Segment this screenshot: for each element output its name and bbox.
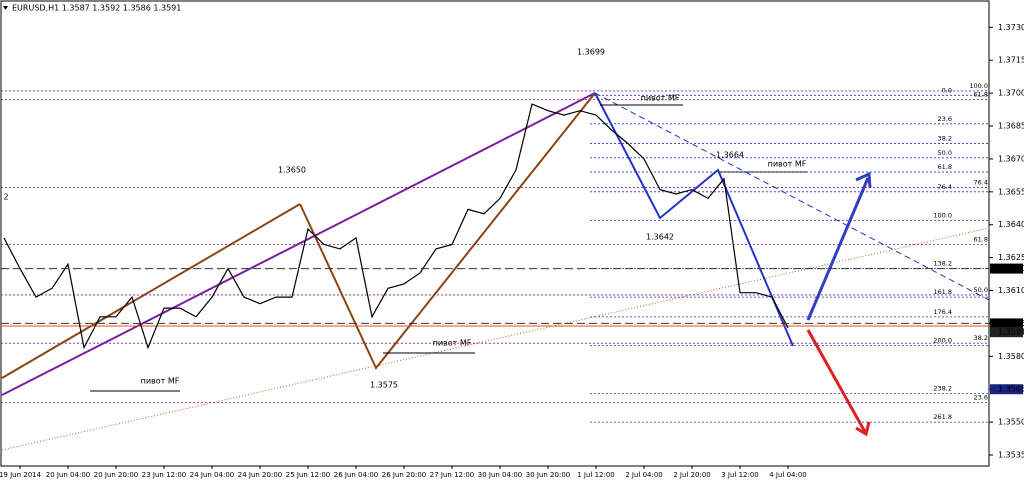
x-tick-label: 3 Jul 12:00 <box>721 471 759 479</box>
annotation: 1.3575 <box>370 381 398 390</box>
x-tick-label: 2 Jul 20:00 <box>673 471 711 479</box>
drawings <box>1 92 990 451</box>
price-line <box>3 103 789 350</box>
x-tick-label: 30 Jun 04:00 <box>478 471 522 479</box>
fib-label: 50.0 <box>938 149 952 157</box>
fib-label: 50.0 <box>974 286 988 294</box>
x-tick-label: 20 Jun 04:00 <box>46 471 90 479</box>
arrow <box>806 329 867 433</box>
trend-line <box>594 92 990 301</box>
y-tick-label: 1.3550 <box>998 418 1024 427</box>
y-tick-label: 1.3700 <box>998 89 1024 98</box>
channel-line <box>1 92 596 396</box>
y-tick-label: 1.3730 <box>998 23 1024 32</box>
fib-label: 76.4 <box>974 178 988 186</box>
price-tag-label: 1.3620 <box>998 264 1024 273</box>
annotation: 1.3650 <box>278 166 306 175</box>
fib-label: 23.6 <box>974 393 988 401</box>
fib-label: 161.8 <box>933 288 952 296</box>
x-tick-label: 24 Jun 20:00 <box>238 471 282 479</box>
price-tag <box>990 384 1023 395</box>
fib-label: 61.8 <box>974 235 988 243</box>
annotation: 1.3699 <box>577 48 605 57</box>
x-tick-label: 4 Jul 04:00 <box>769 471 807 479</box>
y-tick-label: 1.3580 <box>998 352 1024 361</box>
x-tick-label: 25 Jun 12:00 <box>286 471 330 479</box>
x-tick-label: 23 Jun 12:00 <box>142 471 186 479</box>
fib-label: 76.4 <box>938 183 952 191</box>
y-tick-label: 1.3535 <box>998 451 1024 460</box>
arrow <box>806 177 870 321</box>
x-tick-label: 24 Jun 04:00 <box>190 471 234 479</box>
annotation: 1.3664 <box>716 151 744 160</box>
y-tick-label: 1.3715 <box>998 56 1024 65</box>
price-tag-label: 1.3591 <box>998 328 1024 337</box>
y-tick-label: 1.3685 <box>998 122 1024 131</box>
annotation: 1.3642 <box>646 233 674 242</box>
menu-triangle <box>3 6 8 10</box>
fib-label: 261.8 <box>933 413 952 421</box>
x-tick-label: 20 Jun 20:00 <box>94 471 138 479</box>
fib-label: 238.2 <box>933 385 952 393</box>
x-tick-label: 19 Jun 2014 <box>0 471 42 479</box>
fib-label: 61.8 <box>974 91 988 99</box>
price-tag <box>990 263 1023 274</box>
x-tick-label: 30 Jun 20:00 <box>526 471 570 479</box>
annotation: пивот MF <box>641 94 680 103</box>
channel-line <box>1 203 301 379</box>
fib-label: 176.4 <box>933 308 952 316</box>
chart-title: EURUSD,H1 1.3587 1.3592 1.3586 1.3591 <box>12 4 181 13</box>
x-tick-label: 26 Jun 20:00 <box>382 471 426 479</box>
y-tick-label: 1.3610 <box>998 286 1024 295</box>
annotation: пивот MF <box>768 160 807 169</box>
x-tick-label: 27 Jun 12:00 <box>430 471 474 479</box>
price-tag-label: 1.3565 <box>998 385 1024 394</box>
y-tick-label: 1.3655 <box>998 187 1024 196</box>
annotation: 2 <box>3 193 8 202</box>
arrow-head <box>855 171 872 189</box>
price-tag <box>990 318 1023 329</box>
trend-line <box>1 227 990 451</box>
fib-label: 38.2 <box>938 135 952 143</box>
y-tick-label: 1.3670 <box>998 154 1024 163</box>
plot-frame <box>0 0 990 467</box>
arrow-head <box>855 421 871 437</box>
fib-label: 38.2 <box>974 334 988 342</box>
fib-label: 100.0 <box>969 82 988 90</box>
fib-label: 0.0 <box>942 86 952 94</box>
x-tick-label: 1 Jul 12:00 <box>577 471 615 479</box>
annotation: пивот MF <box>141 377 180 386</box>
y-tick-label: 1.3640 <box>998 220 1024 229</box>
fib-label: 61.8 <box>938 163 952 171</box>
y-tick-label: 1.3625 <box>998 253 1024 262</box>
price-tag-label: 1.3595 <box>998 319 1024 328</box>
fib-label: 138.2 <box>933 260 952 268</box>
zigzag <box>594 92 794 347</box>
fib-label: 23.6 <box>938 115 952 123</box>
x-tick-label: 2 Jul 04:00 <box>625 471 663 479</box>
price-tag <box>990 327 1023 338</box>
annotation: пивот MF <box>433 339 472 348</box>
zigzag <box>299 92 596 370</box>
fib-label: 100.0 <box>933 211 952 219</box>
x-tick-label: 26 Jun 04:00 <box>334 471 378 479</box>
fib-label: 200.0 <box>933 336 952 344</box>
